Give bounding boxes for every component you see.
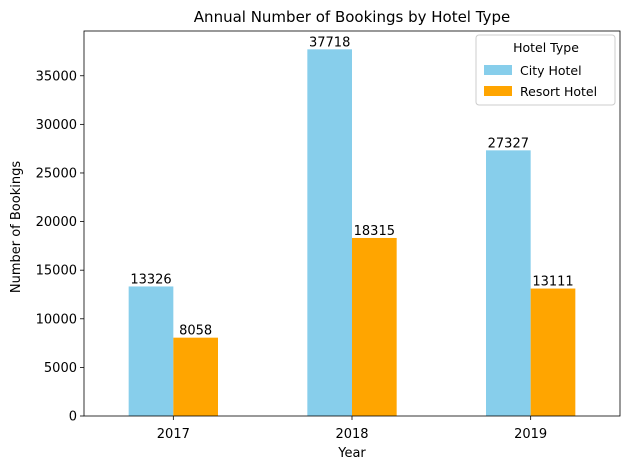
bar-data-label: 37718: [309, 35, 350, 50]
y-tick-label: 30000: [36, 118, 77, 133]
bar-data-label: 13326: [130, 272, 171, 287]
bar: [128, 286, 174, 416]
legend: Hotel Type City Hotel Resort Hotel: [475, 34, 616, 106]
legend-label-resort-hotel: Resort Hotel: [520, 84, 597, 99]
bar: [307, 49, 352, 416]
y-tick-label: 20000: [36, 215, 77, 230]
bar: [486, 150, 531, 417]
bar-data-label: 18315: [354, 224, 395, 239]
legend-swatch-city-hotel: [484, 65, 512, 75]
y-tick-label: 15000: [36, 264, 77, 279]
legend-title: Hotel Type: [513, 40, 579, 55]
y-tick-label: 25000: [36, 166, 77, 181]
bar-data-label: 13111: [532, 275, 573, 290]
x-axis-title: Year: [337, 446, 366, 461]
plot-frame: [83, 30, 621, 417]
x-tick-label: 2019: [514, 427, 547, 442]
y-tick-label: 5000: [44, 361, 77, 376]
x-tick-label: 2018: [335, 427, 368, 442]
y-axis-title: Number of Bookings: [9, 161, 24, 293]
plot-area: 0 5000 10000 15000 20000 25000 30000 35000 13326…: [36, 30, 621, 442]
y-tick-label: 0: [69, 410, 77, 425]
bar: [173, 337, 218, 416]
y-tick-label: 35000: [36, 69, 77, 84]
legend-label-city-hotel: City Hotel: [520, 63, 582, 78]
bar: [530, 288, 576, 416]
bar-data-label: 27327: [488, 136, 529, 151]
legend-swatch-resort-hotel: [484, 86, 512, 96]
chart-title: Annual Number of Bookings by Hotel Type: [194, 8, 510, 26]
bar-data-label: 8058: [179, 324, 212, 339]
x-tick-label: 2017: [157, 427, 190, 442]
bar: [352, 237, 397, 416]
y-tick-label: 10000: [36, 312, 77, 327]
